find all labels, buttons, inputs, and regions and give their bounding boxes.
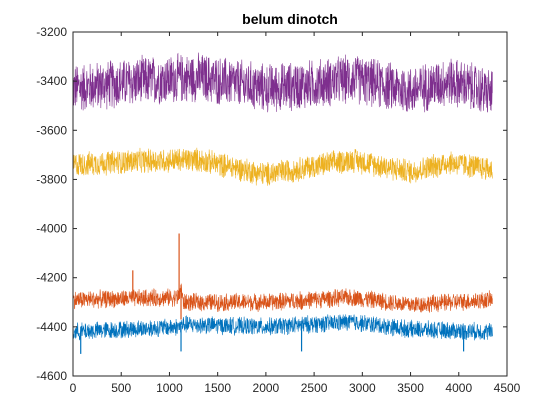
series-3 — [72, 233, 493, 320]
series-layer — [72, 52, 493, 354]
y-tick-label: -4000 — [36, 222, 67, 236]
y-tick-label: -4400 — [36, 320, 67, 334]
x-tick-label: 1500 — [204, 381, 231, 395]
x-tick-label: 2000 — [253, 381, 280, 395]
axes-box — [72, 31, 508, 377]
series-2 — [72, 147, 493, 186]
x-tick-label: 500 — [111, 381, 131, 395]
y-axis: -4600 -4400 -4200 -4000 -3800 -3600 -3400 -3200 — [36, 25, 507, 383]
x-axis: 0 500 1000 1500 2000 2500 3000 3500 4000 4500 — [70, 32, 521, 395]
x-tick-label: 2500 — [301, 381, 328, 395]
series-line — [72, 52, 493, 113]
series-line — [72, 283, 493, 313]
x-tick-label: 3500 — [397, 381, 424, 395]
x-tick-label: 4500 — [494, 381, 521, 395]
chart-title: belum dinotch — [242, 11, 338, 27]
x-tick-label: 3000 — [349, 381, 376, 395]
y-tick-label: -3400 — [36, 74, 67, 88]
y-tick-label: -3800 — [36, 172, 67, 186]
plot-area: 0 500 1000 1500 2000 2500 3000 3500 4000 4500 -46… — [36, 25, 520, 395]
series-line — [72, 314, 493, 341]
x-tick-label: 0 — [70, 381, 77, 395]
y-tick-label: -4200 — [36, 271, 67, 285]
y-tick-label: -3600 — [36, 123, 67, 137]
x-tick-label: 1000 — [156, 381, 183, 395]
series-line — [72, 147, 493, 186]
series-4 — [72, 314, 493, 354]
y-tick-label: -3200 — [36, 25, 67, 39]
y-tick-label: -4600 — [36, 369, 67, 383]
series-1 — [72, 52, 493, 113]
x-tick-label: 4000 — [445, 381, 472, 395]
